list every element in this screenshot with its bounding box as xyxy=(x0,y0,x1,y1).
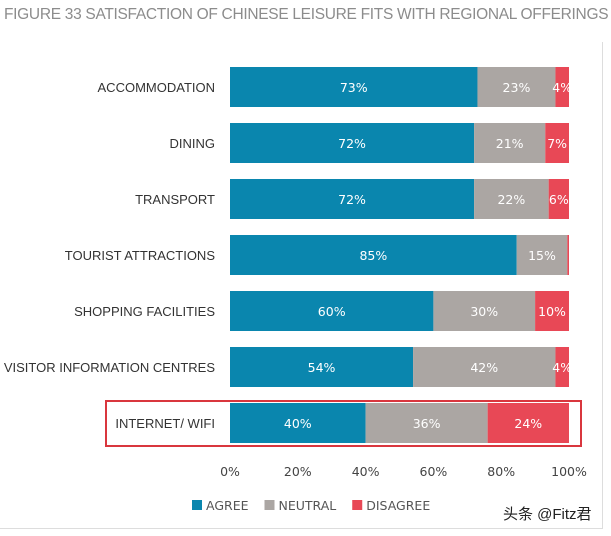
data-label: 7% xyxy=(547,136,567,151)
bar-neutral xyxy=(474,123,546,163)
bar-disagree xyxy=(487,403,569,443)
bar-neutral xyxy=(474,179,549,219)
category-label: INTERNET/ WIFI xyxy=(115,416,215,431)
data-label: 21% xyxy=(496,136,524,151)
legend-swatch xyxy=(192,500,202,510)
category-label: DINING xyxy=(170,136,216,151)
data-label: 4% xyxy=(552,360,572,375)
category-label: TOURIST ATTRACTIONS xyxy=(65,248,216,263)
bar-neutral xyxy=(433,291,536,331)
data-label: 23% xyxy=(503,80,531,95)
bar-disagree xyxy=(567,235,569,275)
bar-agree xyxy=(230,291,434,331)
category-label: SHOPPING FACILITIES xyxy=(74,304,215,319)
bar-disagree xyxy=(555,67,569,107)
data-label: 42% xyxy=(470,360,498,375)
legend-label: DISAGREE xyxy=(366,498,430,513)
bar-disagree xyxy=(535,291,569,331)
data-label: 73% xyxy=(340,80,368,95)
x-tick-label: 80% xyxy=(487,464,515,479)
data-label: 36% xyxy=(413,416,441,431)
data-label: 30% xyxy=(470,304,498,319)
highlight-box xyxy=(105,400,582,447)
data-label: 6% xyxy=(549,192,569,207)
bar-agree xyxy=(230,235,517,275)
bar-disagree xyxy=(548,179,569,219)
data-label: 72% xyxy=(338,136,366,151)
bar-agree xyxy=(230,179,475,219)
bar-neutral xyxy=(413,347,556,387)
category-label: TRANSPORT xyxy=(135,192,215,207)
data-label: 4% xyxy=(552,80,572,95)
data-label: 72% xyxy=(338,192,366,207)
data-label: 54% xyxy=(308,360,336,375)
watermark: 头条 @Fitz君 xyxy=(503,506,592,523)
bar-agree xyxy=(230,67,478,107)
chart-frame xyxy=(0,42,603,529)
x-tick-label: 20% xyxy=(284,464,312,479)
legend-swatch xyxy=(352,500,363,510)
x-tick-label: 40% xyxy=(352,464,380,479)
bar-agree xyxy=(230,403,366,443)
bar-neutral xyxy=(477,67,556,107)
x-tick-label: 60% xyxy=(420,464,448,479)
bar-agree xyxy=(230,347,414,387)
legend-swatch xyxy=(264,500,275,510)
x-tick-label: 100% xyxy=(551,464,587,479)
legend-label: AGREE xyxy=(206,498,249,513)
bar-disagree xyxy=(555,347,569,387)
bar-neutral xyxy=(516,235,568,275)
category-label: VISITOR INFORMATION CENTRES xyxy=(4,360,215,375)
data-label: 85% xyxy=(359,248,387,263)
data-label: 60% xyxy=(318,304,346,319)
data-label: 40% xyxy=(284,416,312,431)
bar-neutral xyxy=(365,403,488,443)
category-label: ACCOMMODATION xyxy=(98,80,215,95)
legend-label: NEUTRAL xyxy=(279,498,337,513)
data-label: 24% xyxy=(514,416,542,431)
data-label: 15% xyxy=(528,248,556,263)
x-tick-label: 0% xyxy=(220,464,240,479)
chart-title: FIGURE 33 SATISFACTION OF CHINESE LEISUR… xyxy=(4,6,609,23)
data-label: 10% xyxy=(538,304,566,319)
bar-agree xyxy=(230,123,475,163)
data-label: 22% xyxy=(497,192,525,207)
bar-disagree xyxy=(545,123,569,163)
